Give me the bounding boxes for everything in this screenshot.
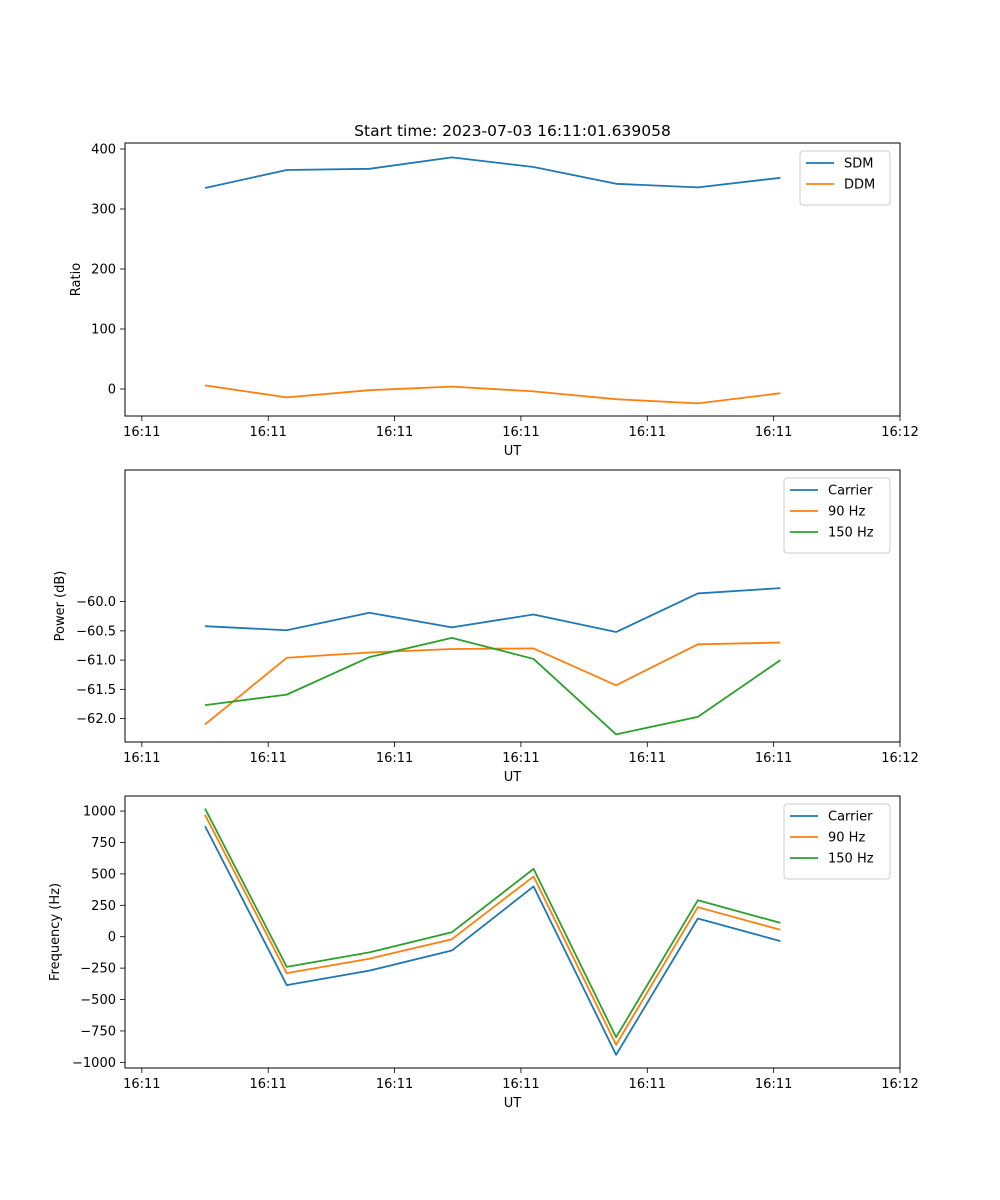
legend-box — [783, 803, 891, 880]
x-tick-label: 16:11 — [376, 425, 413, 440]
series-line-90-hz — [204, 641, 781, 726]
x-tick-label: 16:11 — [249, 751, 286, 766]
legend-box — [799, 150, 891, 206]
axes-frame — [124, 469, 901, 743]
y-tick-label: 400 — [91, 143, 116, 158]
y-tick-label: 100 — [91, 323, 116, 338]
x-tick-label: 16:12 — [881, 1077, 918, 1092]
x-tick-label: 16:11 — [755, 1077, 792, 1092]
series-line-90-hz — [204, 814, 781, 1046]
x-tick-label: 16:11 — [502, 425, 539, 440]
axes-frame — [124, 795, 901, 1069]
y-tick-label: 0 — [108, 383, 116, 398]
x-axis-label: UT — [504, 444, 522, 459]
y-tick-label: 300 — [91, 203, 116, 218]
series-line-150-hz — [204, 636, 781, 736]
y-tick-label: −61.0 — [76, 654, 116, 669]
series-line-150-hz — [204, 808, 781, 1039]
x-axis-label: UT — [504, 770, 522, 785]
y-axis-label: Ratio — [69, 263, 84, 296]
y-tick-label: −62.0 — [76, 712, 116, 727]
legend-label: Carrier — [828, 484, 873, 499]
x-tick-label: 16:11 — [502, 1077, 539, 1092]
chart-title: Start time: 2023-07-03 16:11:01.639058 — [354, 122, 671, 140]
y-tick-label: 200 — [91, 263, 116, 278]
axes-frame — [124, 142, 901, 417]
chart-panel-1: 16:11 16:11 16:11 16:11 16:11 16:11 16:12 0 100 2… — [69, 122, 919, 459]
y-tick-label: 500 — [91, 867, 116, 882]
legend: Carrier 90 Hz 150 Hz — [783, 477, 891, 554]
x-tick-label: 16:11 — [123, 751, 160, 766]
x-tick-label: 16:11 — [755, 751, 792, 766]
y-tick-label: −250 — [80, 962, 116, 977]
x-tick-label: 16:11 — [629, 425, 666, 440]
x-tick-label: 16:11 — [629, 751, 666, 766]
y-axis-label: Power (dB) — [53, 571, 68, 642]
x-tick-label: 16:11 — [123, 425, 160, 440]
y-tick-label: −500 — [80, 993, 116, 1008]
y-tick-label: 250 — [91, 899, 116, 914]
x-tick-label: 16:11 — [755, 425, 792, 440]
x-tick-label: 16:11 — [376, 1077, 413, 1092]
y-tick-label: −60.5 — [76, 624, 116, 639]
y-tick-label: 1000 — [83, 805, 116, 820]
y-axis-label: Frequency (Hz) — [48, 883, 63, 981]
legend-label: 90 Hz — [828, 505, 865, 520]
x-tick-label: 16:11 — [376, 751, 413, 766]
x-tick-label: 16:11 — [502, 751, 539, 766]
y-tick-label: −750 — [80, 1024, 116, 1039]
series-line-sdm — [204, 156, 781, 189]
x-axis-label: UT — [504, 1096, 522, 1111]
series-line-carrier — [204, 587, 781, 633]
chart-panel-2: 16:11 16:11 16:11 16:11 16:11 16:11 16:12 −62.0… — [53, 469, 919, 785]
y-tick-label: 750 — [91, 836, 116, 851]
y-tick-label: −1000 — [72, 1056, 116, 1071]
y-tick-label: −61.5 — [76, 683, 116, 698]
legend: SDM DDM — [799, 150, 891, 206]
series-line-carrier — [204, 825, 781, 1056]
legend-label: 150 Hz — [828, 852, 874, 867]
legend: Carrier 90 Hz 150 Hz — [783, 803, 891, 880]
x-tick-label: 16:11 — [123, 1077, 160, 1092]
x-tick-label: 16:12 — [881, 425, 918, 440]
legend-label: Carrier — [828, 810, 873, 825]
chart-panel-3: 16:11 16:11 16:11 16:11 16:11 16:11 16:12 −1000… — [48, 795, 919, 1111]
legend-label: 90 Hz — [828, 831, 865, 846]
y-tick-label: −60.0 — [76, 595, 116, 610]
legend-label: 150 Hz — [828, 526, 874, 541]
legend-label: SDM — [844, 157, 873, 172]
x-tick-label: 16:11 — [249, 1077, 286, 1092]
legend-label: DDM — [844, 178, 875, 193]
x-tick-label: 16:11 — [629, 1077, 666, 1092]
series-line-ddm — [204, 384, 781, 405]
x-tick-label: 16:12 — [881, 751, 918, 766]
x-tick-label: 16:11 — [249, 425, 286, 440]
y-tick-label: 0 — [108, 930, 116, 945]
legend-box — [783, 477, 891, 554]
